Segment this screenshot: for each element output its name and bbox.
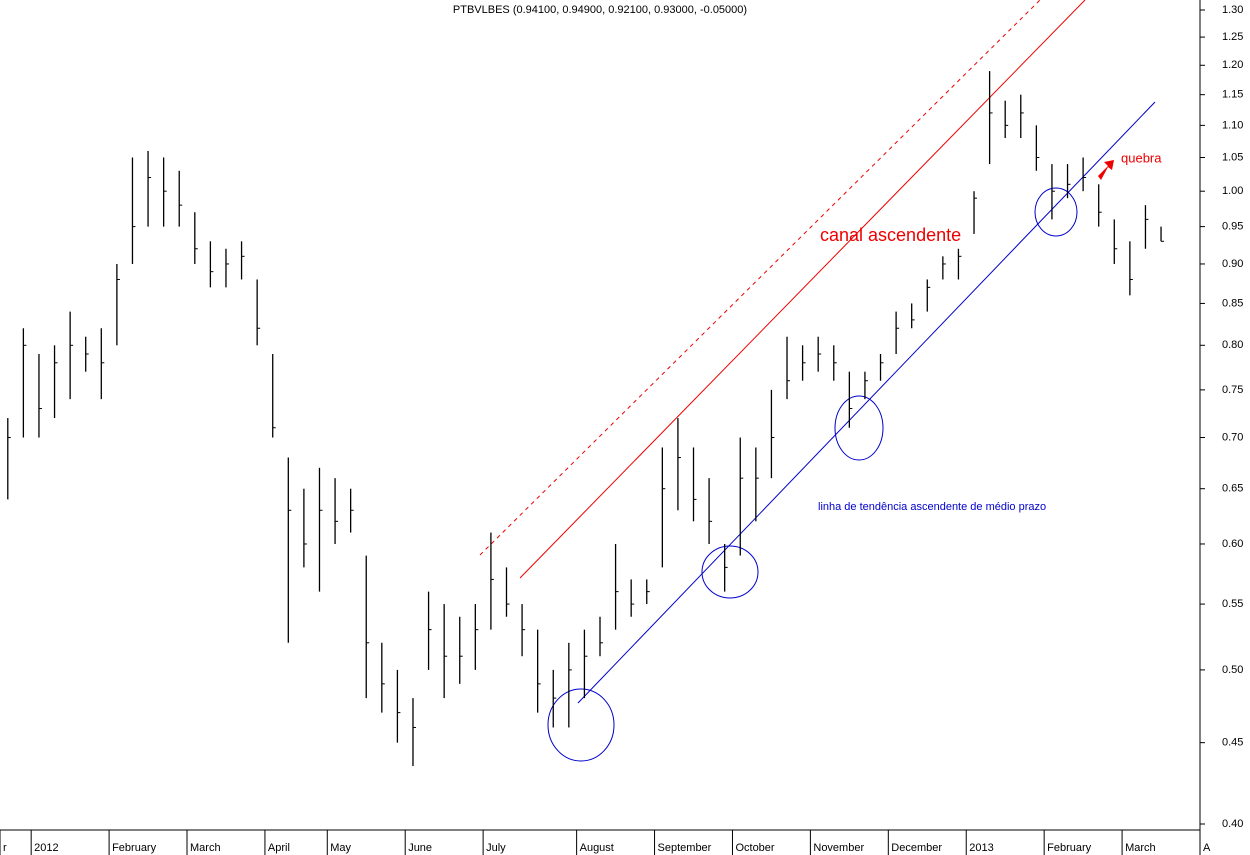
x-tick-label: August: [580, 842, 614, 854]
touch-circle: [701, 545, 759, 599]
annotation: quebra: [1121, 150, 1162, 165]
channel-red-line: [519, 0, 1086, 579]
x-tick-label: February: [1047, 842, 1092, 854]
x-tick-label: September: [658, 842, 712, 854]
y-tick-label: 0.60: [1222, 538, 1243, 550]
y-tick-label: 0.80: [1222, 339, 1243, 351]
y-tick-label: 0.75: [1222, 384, 1243, 396]
y-tick-label: 1.20: [1222, 59, 1243, 71]
touch-circle: [1034, 187, 1078, 237]
x-tick-label: May: [330, 842, 351, 854]
y-tick-label: 0.55: [1222, 598, 1243, 610]
annotation: canal ascendente: [820, 225, 961, 245]
x-tick-label: March: [190, 842, 221, 854]
channel-upper-dashed: [479, 0, 1041, 556]
y-tick-label: 1.10: [1222, 119, 1243, 131]
x-tick-label: 2013: [969, 842, 993, 854]
trend-line: [577, 101, 1156, 704]
y-tick-label: 1.30: [1222, 4, 1243, 16]
y-tick-label: 0.95: [1222, 221, 1243, 233]
x-tick-label: A: [1203, 842, 1211, 854]
x-tick-label: December: [891, 842, 942, 854]
arrow: [1098, 160, 1114, 180]
y-tick-label: 0.50: [1222, 664, 1243, 676]
y-tick-label: 0.45: [1222, 737, 1243, 749]
y-tick-label: 1.25: [1222, 31, 1243, 43]
annotation: linha de tendência ascendente de médio p…: [818, 501, 1046, 513]
x-tick-label: February: [112, 842, 157, 854]
y-tick-label: 0.70: [1222, 431, 1243, 443]
y-tick-label: 0.40: [1222, 818, 1243, 830]
y-tick-label: 0.85: [1222, 297, 1243, 309]
y-tick-label: 1.00: [1222, 185, 1243, 197]
x-tick-label: June: [408, 842, 432, 854]
y-tick-label: 0.65: [1222, 483, 1243, 495]
x-tick-label: October: [735, 842, 774, 854]
x-tick-label: 2012: [34, 842, 58, 854]
x-tick-label: r: [3, 842, 7, 854]
chart-title: PTBVLBES (0.94100, 0.94900, 0.92100, 0.9…: [453, 4, 747, 16]
x-tick-label: July: [486, 842, 506, 854]
x-tick-label: April: [268, 842, 290, 854]
y-tick-label: 1.05: [1222, 151, 1243, 163]
y-tick-label: 0.90: [1222, 258, 1243, 270]
x-tick-label: November: [813, 842, 864, 854]
touch-circle: [547, 688, 615, 762]
touch-circle: [834, 395, 884, 461]
x-tick-label: March: [1125, 842, 1156, 854]
y-tick-label: 1.15: [1222, 89, 1243, 101]
